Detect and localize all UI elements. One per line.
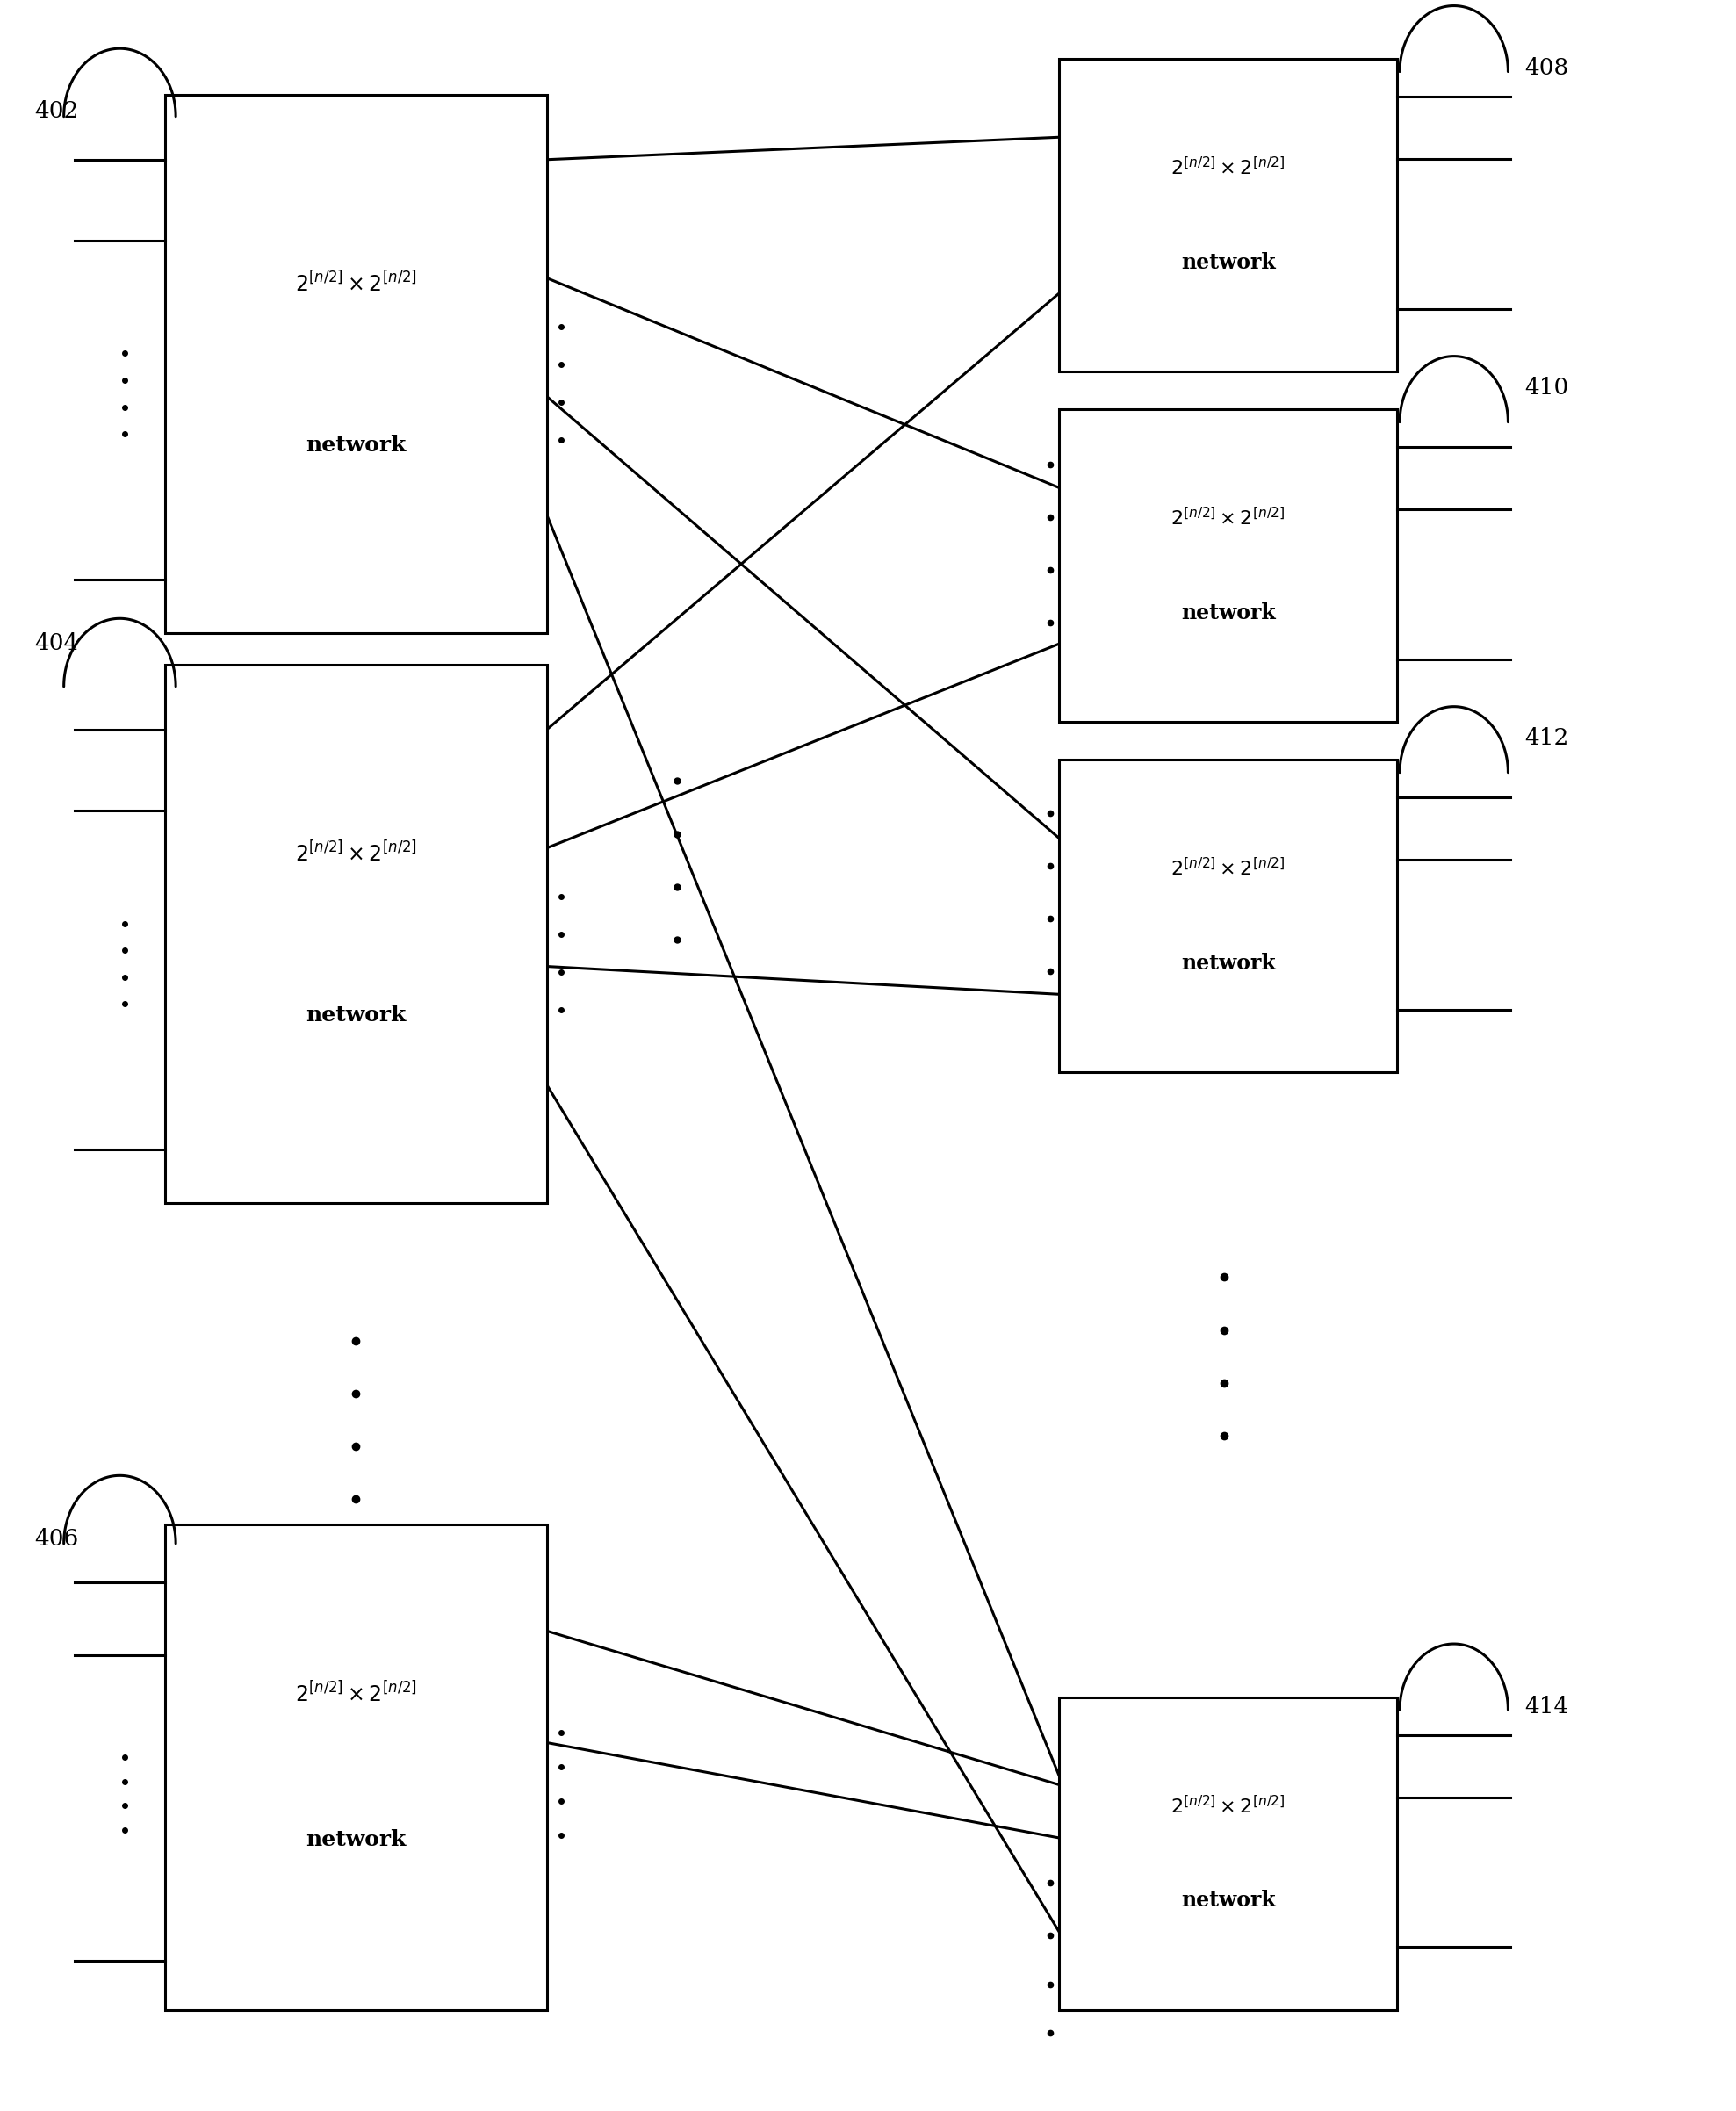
Text: network: network <box>306 1830 406 1849</box>
Text: $2^{[n/2]}\times2^{[n/2]}$: $2^{[n/2]}\times2^{[n/2]}$ <box>1170 859 1286 880</box>
Text: $2^{[n/2]}\times2^{[n/2]}$: $2^{[n/2]}\times2^{[n/2]}$ <box>295 1682 417 1706</box>
Text: 402: 402 <box>35 99 78 122</box>
Text: 408: 408 <box>1524 57 1568 80</box>
Text: 410: 410 <box>1524 378 1568 399</box>
Text: $2^{[n/2]}\times2^{[n/2]}$: $2^{[n/2]}\times2^{[n/2]}$ <box>1170 158 1286 179</box>
Text: 406: 406 <box>35 1528 78 1549</box>
Text: $2^{[n/2]}\times2^{[n/2]}$: $2^{[n/2]}\times2^{[n/2]}$ <box>1170 509 1286 530</box>
Text: $2^{[n/2]}\times2^{[n/2]}$: $2^{[n/2]}\times2^{[n/2]}$ <box>295 270 417 296</box>
Text: network: network <box>306 1005 406 1026</box>
Text: network: network <box>306 435 406 456</box>
Text: network: network <box>1180 1889 1276 1910</box>
Bar <box>1059 59 1397 372</box>
Bar <box>1059 410 1397 722</box>
Bar <box>165 665 547 1203</box>
Bar <box>1059 1697 1397 2010</box>
Text: $2^{[n/2]}\times2^{[n/2]}$: $2^{[n/2]}\times2^{[n/2]}$ <box>295 840 417 866</box>
Text: network: network <box>1180 602 1276 623</box>
Bar <box>1059 760 1397 1072</box>
Text: $2^{[n/2]}\times2^{[n/2]}$: $2^{[n/2]}\times2^{[n/2]}$ <box>1170 1796 1286 1818</box>
Text: 412: 412 <box>1524 728 1568 749</box>
Text: 404: 404 <box>35 633 78 654</box>
Text: 414: 414 <box>1524 1695 1568 1718</box>
Text: network: network <box>1180 952 1276 973</box>
Text: network: network <box>1180 251 1276 272</box>
Bar <box>165 95 547 633</box>
Bar <box>165 1524 547 2010</box>
